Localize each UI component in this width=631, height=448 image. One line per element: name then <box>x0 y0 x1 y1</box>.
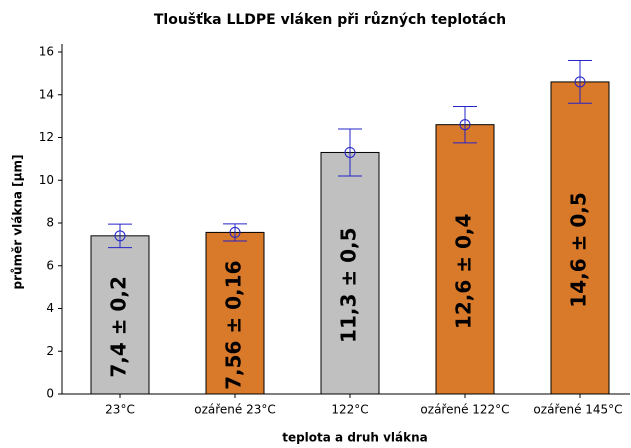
y-tick-label: 16 <box>39 45 54 59</box>
mean-marker <box>459 119 471 131</box>
x-tick-label: ozářené 145°C <box>533 403 622 417</box>
value-label: 11,3 ± 0,5 <box>337 227 361 342</box>
y-tick-label: 2 <box>46 344 54 358</box>
mean-marker <box>114 230 126 242</box>
bar <box>550 81 610 395</box>
mean-marker <box>574 76 586 88</box>
y-tick-label: 8 <box>46 216 54 230</box>
y-tick-label: 14 <box>39 87 54 101</box>
x-tick-label: ozářené 122°C <box>420 403 509 417</box>
bar <box>205 231 265 395</box>
x-tick-label: ozářené 23°C <box>194 403 276 417</box>
x-axis-label: teplota a druh vlákna <box>282 431 428 445</box>
value-label: 12,6 ± 0,4 <box>452 214 476 329</box>
bar <box>90 235 150 395</box>
value-label: 14,6 ± 0,5 <box>567 192 591 307</box>
y-tick-label: 12 <box>39 130 54 144</box>
x-tick-label: 23°C <box>105 403 135 417</box>
value-label: 7,4 ± 0,2 <box>107 276 131 378</box>
chart-title: Tloušťka LLDPE vláken při různých teplot… <box>154 11 506 28</box>
y-tick-label: 0 <box>46 387 54 401</box>
y-tick-label: 6 <box>46 258 54 272</box>
y-axis-label: průměr vlákna [µm] <box>11 155 25 290</box>
value-label: 7,56 ± 0,16 <box>222 261 246 390</box>
bar <box>320 151 380 395</box>
x-tick-label: 122°C <box>331 403 368 417</box>
y-tick-label: 4 <box>46 301 54 315</box>
mean-marker <box>229 226 241 238</box>
y-tick-label: 10 <box>39 173 54 187</box>
mean-marker <box>344 146 356 158</box>
